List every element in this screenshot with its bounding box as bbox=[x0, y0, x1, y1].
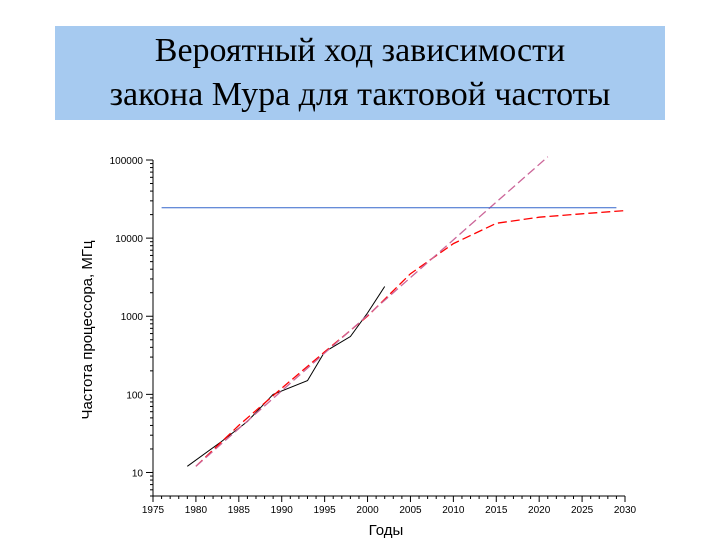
title-banner: Вероятный ход зависимости закона Мура дл… bbox=[55, 26, 665, 120]
y-tick-label: 10 bbox=[132, 468, 144, 479]
labels-group: Годы Частота процессора, МГц bbox=[79, 240, 403, 539]
series-line-1 bbox=[187, 286, 386, 467]
x-tick-label: 2030 bbox=[614, 505, 637, 516]
y-axis-label: Частота процессора, МГц bbox=[79, 240, 96, 419]
y-tick-label: 100 bbox=[126, 390, 143, 401]
x-tick-label: 2015 bbox=[485, 505, 508, 516]
x-tick-label: 2000 bbox=[356, 505, 379, 516]
y-tick-label: 100000 bbox=[110, 156, 144, 167]
series-group bbox=[161, 156, 626, 467]
y-tick-label: 1000 bbox=[121, 312, 144, 323]
x-tick-label: 1980 bbox=[185, 505, 208, 516]
x-tick-label: 1985 bbox=[228, 505, 251, 516]
axes: 10 100 1000 10000 100000 1975 1980 1985 1990 1995… bbox=[110, 156, 637, 516]
x-tick-label: 1995 bbox=[314, 505, 337, 516]
y-tick-label: 10000 bbox=[115, 234, 143, 245]
x-axis-label: Годы bbox=[369, 522, 404, 539]
x-tick-label: 1990 bbox=[271, 505, 294, 516]
x-tick-label: 2010 bbox=[442, 505, 465, 516]
x-tick-label: 1975 bbox=[142, 505, 165, 516]
x-tick-label: 2020 bbox=[528, 505, 551, 516]
x-tick-label: 2025 bbox=[571, 505, 594, 516]
slide-title: Вероятный ход зависимости закона Мура дл… bbox=[109, 32, 611, 113]
x-tick-label: 2005 bbox=[399, 505, 422, 516]
series-line-3 bbox=[195, 156, 549, 467]
series-line-2 bbox=[195, 209, 626, 467]
